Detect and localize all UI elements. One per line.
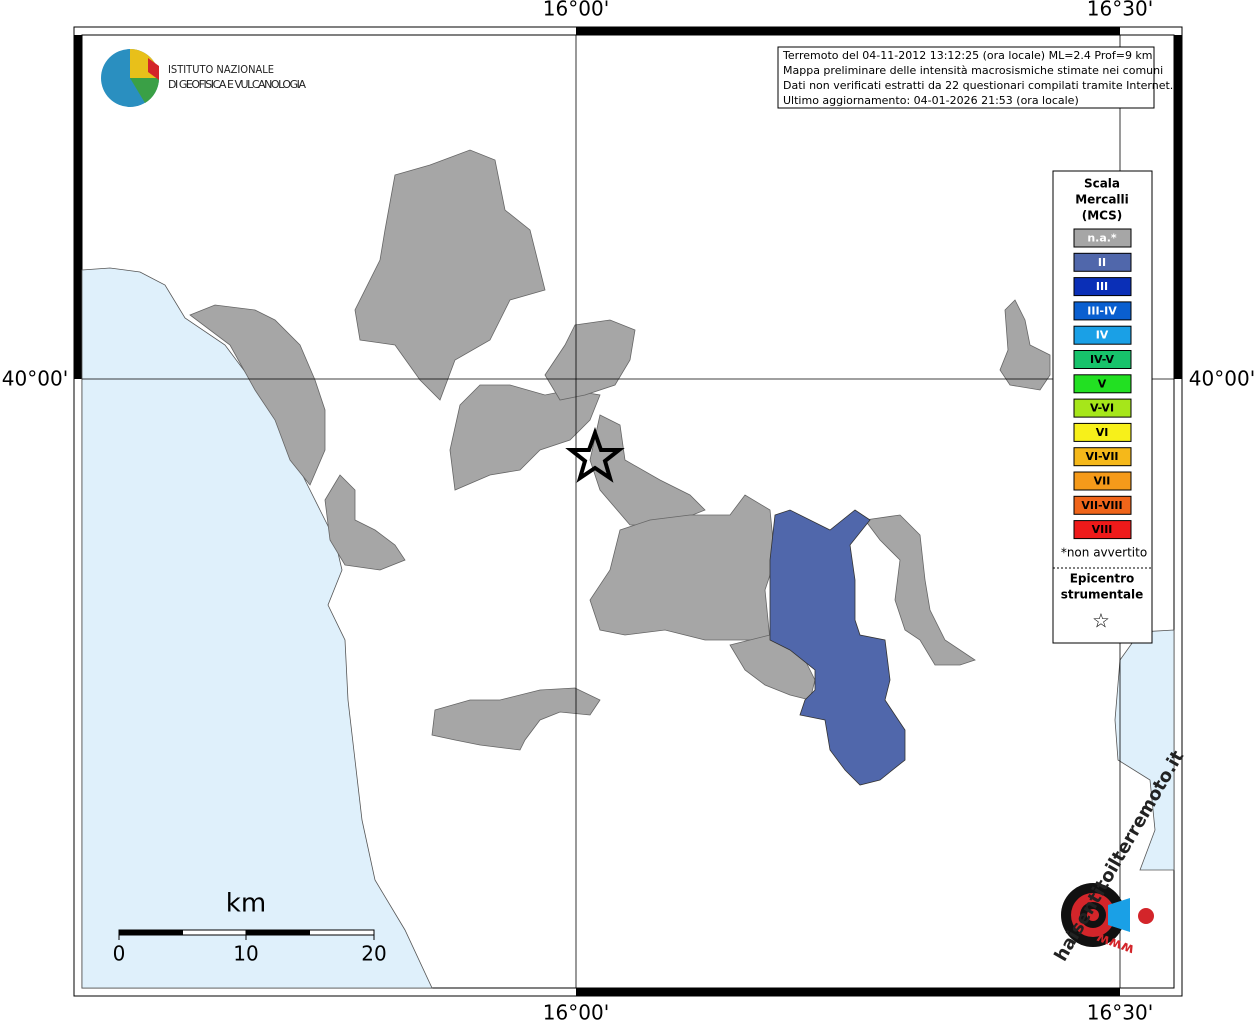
legend-swatch: [1073, 398, 1132, 418]
legend-title: Mercalli: [1075, 193, 1129, 207]
axis-label: 40°00': [2, 367, 68, 391]
legend-label: n.a.*: [1087, 232, 1117, 245]
logo-text: ISTITUTO NAZIONALE: [168, 63, 274, 76]
legend-epicenter: strumentale: [1061, 588, 1144, 602]
axis-label: 16°30': [1087, 1001, 1153, 1025]
legend-swatch: [1073, 228, 1132, 248]
legend-label: VII-VIII: [1081, 499, 1122, 512]
legend-swatch: [1073, 277, 1132, 297]
legend-label: V: [1098, 377, 1107, 390]
legend-swatch: [1073, 350, 1132, 369]
legend-swatch: [1073, 325, 1132, 345]
legend-label: VI-VII: [1085, 450, 1118, 463]
legend-star: ☆: [1092, 609, 1110, 633]
legend-label: VI: [1096, 426, 1109, 439]
legend-swatch: [1073, 471, 1132, 491]
legend-swatch: [1073, 520, 1132, 540]
scale-label: 0: [113, 942, 126, 966]
legend-title: Scala: [1084, 177, 1120, 191]
ingv-logo: ISTITUTO NAZIONALE DI GEOFISICA E VULCAN…: [101, 49, 306, 107]
scale-unit: km: [226, 889, 266, 919]
info-line: Terremoto del 04-11-2012 13:12:25 (ora l…: [782, 49, 1153, 62]
legend-label: IV-V: [1090, 353, 1115, 366]
legend-title: (MCS): [1082, 209, 1123, 223]
legend-note: *non avvertito: [1061, 546, 1147, 560]
axis-label: 16°00': [543, 0, 609, 21]
axis-label: 16°30': [1087, 0, 1153, 21]
info-line: Ultimo aggiornamento: 04-01-2026 21:53 (…: [783, 94, 1079, 107]
axis-label: 16°00': [543, 1001, 609, 1025]
legend-swatch: [1073, 495, 1132, 515]
legend-swatch: [1073, 374, 1132, 394]
legend-label: II: [1098, 256, 1106, 269]
legend-label: III-IV: [1087, 304, 1117, 317]
legend-epicenter: Epicentro: [1070, 572, 1135, 586]
legend-swatch: [1073, 422, 1132, 442]
legend-label: VII: [1094, 475, 1111, 488]
legend-label: VIII: [1092, 523, 1113, 536]
legend-label: V-VI: [1090, 402, 1114, 415]
legend-swatch: [1073, 301, 1132, 321]
legend-swatch: [1073, 447, 1132, 467]
scale-bar: km 0 10 20: [113, 889, 387, 966]
axis-label: 40°00': [1189, 367, 1255, 391]
scale-label: 10: [233, 942, 258, 966]
scale-label: 20: [361, 942, 386, 966]
legend-label: III: [1096, 280, 1108, 293]
legend-label: IV: [1096, 329, 1109, 342]
logo-text: DI GEOFISICA E VULCANOLOGIA: [168, 78, 306, 91]
info-line: Mappa preliminare delle intensità macros…: [783, 64, 1163, 77]
legend-swatch: [1073, 252, 1132, 272]
info-line: Dati non verificati estratti da 22 quest…: [783, 79, 1173, 92]
